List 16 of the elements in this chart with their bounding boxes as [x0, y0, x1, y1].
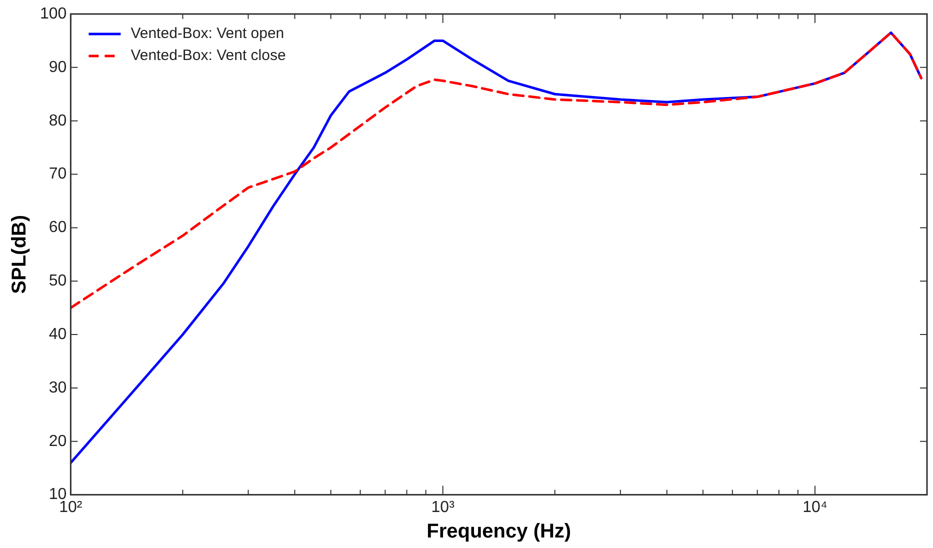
y-tick-label: 80: [48, 112, 67, 130]
y-tick-label: 70: [48, 166, 67, 183]
x-tick-label: 10⁴: [802, 498, 828, 516]
y-tick-label: 100: [40, 5, 67, 22]
y-tick-label: 60: [48, 219, 67, 236]
y-tick-label: 30: [48, 379, 67, 396]
x-tick-label: 10³: [431, 498, 456, 516]
y-tick-label: 20: [48, 432, 67, 450]
x-axis-title: Frequency (Hz): [426, 520, 572, 543]
legend-label: Vented-Box: Vent close: [130, 47, 286, 64]
y-axis-title: SPL(dB): [8, 214, 31, 294]
y-tick-label: 50: [48, 272, 67, 290]
y-tick-label: 90: [48, 58, 67, 76]
legend-label: Vented-Box: Vent open: [130, 25, 284, 42]
y-tick-label: 40: [48, 326, 67, 343]
x-tick-label: 10²: [59, 498, 83, 516]
